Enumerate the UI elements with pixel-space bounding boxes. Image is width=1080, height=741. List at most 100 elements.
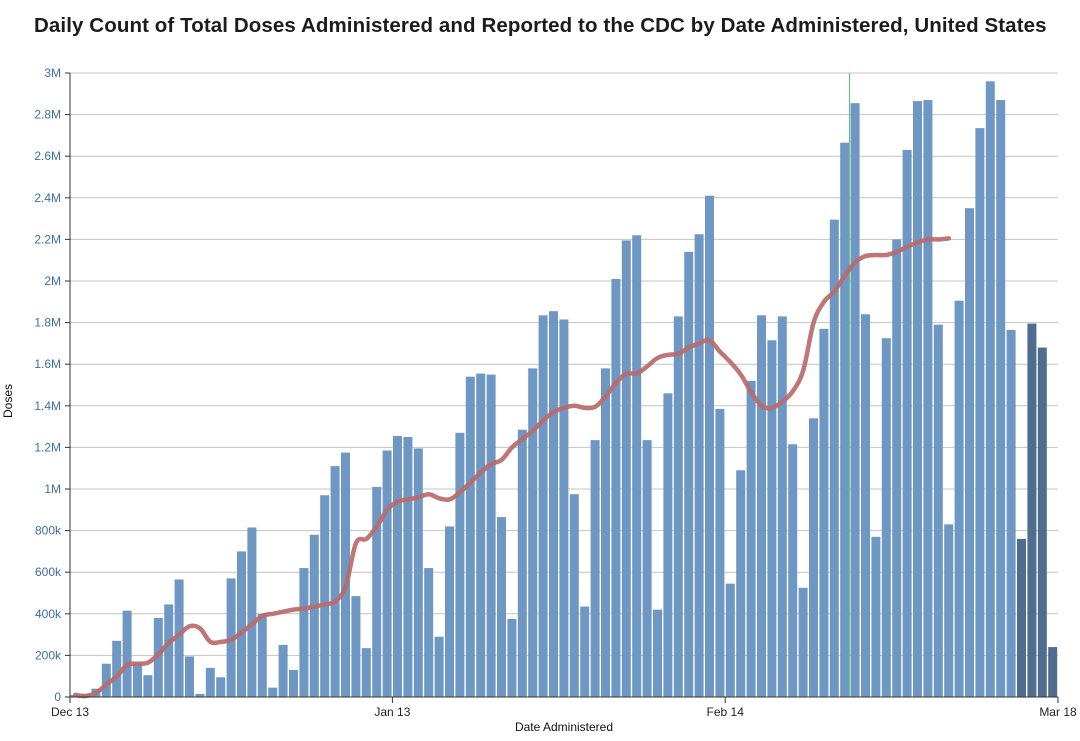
x-tick-label: Mar 18 — [1039, 705, 1077, 719]
bar — [881, 338, 891, 697]
bar — [601, 368, 610, 697]
bar — [913, 101, 922, 697]
bar — [549, 311, 558, 697]
bar — [892, 239, 902, 697]
bar — [174, 579, 184, 697]
bar — [445, 526, 454, 697]
x-axis-label: Date Administered — [515, 720, 613, 734]
bar — [185, 656, 194, 697]
bar — [663, 393, 673, 697]
bar — [351, 596, 361, 697]
bar — [403, 437, 413, 697]
bar — [611, 278, 621, 697]
bar — [902, 149, 912, 697]
bar — [476, 373, 486, 697]
bar — [237, 551, 246, 697]
y-tick-label: 800k — [35, 524, 62, 538]
bar — [517, 429, 527, 697]
chart-title: Daily Count of Total Doses Administered … — [34, 14, 1047, 37]
bar — [861, 314, 870, 697]
bar — [840, 142, 850, 697]
bar — [257, 613, 267, 697]
bar — [122, 610, 132, 697]
bar — [1037, 347, 1047, 697]
bar — [299, 568, 309, 697]
bar — [684, 251, 694, 697]
bar — [996, 100, 1006, 698]
y-tick-label: 600k — [35, 565, 62, 579]
bar — [341, 452, 350, 697]
bar — [975, 128, 985, 697]
bar — [829, 219, 839, 697]
bar — [621, 240, 631, 697]
bar — [538, 315, 548, 697]
bar — [393, 435, 402, 697]
moving-average-line — [72, 236, 952, 699]
bar — [133, 663, 142, 697]
bar — [320, 495, 330, 697]
y-tick-label: 2.8M — [34, 108, 61, 122]
bar — [632, 235, 642, 698]
bar-series — [70, 81, 1058, 698]
bar — [112, 640, 122, 697]
y-axis-label: Doses — [1, 384, 15, 418]
y-tick-label: 1.8M — [34, 316, 61, 330]
bar — [715, 408, 725, 697]
y-tick-label: 2.2M — [34, 232, 61, 246]
y-tick-label: 2M — [44, 274, 61, 288]
y-tick-label: 1.4M — [34, 399, 61, 413]
bar — [486, 374, 496, 697]
bar — [278, 645, 288, 697]
y-axis-ticks: 0 200k 400k 600k 800k 1M 1.2M 1.4M 1.6M 1.8M 2M 2.2… — [34, 66, 70, 704]
bar — [195, 693, 205, 697]
bar — [705, 195, 714, 697]
y-tick-label: 2.4M — [34, 191, 61, 205]
bar — [767, 340, 777, 697]
bar — [850, 103, 860, 697]
bar — [143, 675, 153, 697]
bar — [871, 536, 881, 697]
bar — [309, 534, 319, 697]
bar — [434, 636, 444, 697]
bar — [216, 677, 226, 697]
y-tick-label: 1.2M — [34, 440, 61, 454]
y-tick-label: 0 — [54, 690, 61, 704]
bar — [954, 300, 964, 697]
y-tick-label: 2.6M — [34, 149, 61, 163]
axes — [69, 73, 1058, 698]
bar — [788, 444, 798, 697]
bar — [725, 583, 735, 697]
bar — [205, 667, 215, 697]
bar — [1027, 323, 1037, 697]
bar — [809, 418, 818, 697]
x-tick-label: Dec 13 — [51, 705, 89, 719]
bar — [372, 486, 382, 697]
bar — [101, 663, 111, 697]
bar — [164, 604, 174, 697]
bar — [590, 440, 600, 697]
bar — [361, 648, 371, 697]
bar — [819, 328, 829, 697]
bar — [268, 687, 278, 697]
bar — [424, 568, 434, 697]
y-tick-label: 1M — [44, 482, 61, 496]
bar — [455, 432, 465, 697]
bar — [1017, 538, 1026, 697]
bar — [694, 234, 704, 697]
bar — [757, 315, 766, 697]
y-tick-label: 3M — [44, 66, 61, 80]
bar — [746, 380, 756, 697]
bar — [465, 376, 475, 697]
bar — [569, 494, 579, 697]
bar — [580, 606, 590, 697]
bar — [673, 316, 683, 697]
bar — [382, 450, 392, 697]
bar — [497, 517, 506, 697]
x-axis-ticks: Dec 13 Jan 13 Feb 14 Mar 18 — [51, 697, 1077, 719]
bar — [330, 466, 340, 697]
bar — [1006, 329, 1016, 697]
bar — [736, 470, 746, 697]
x-tick-label: Jan 13 — [374, 705, 410, 719]
bar — [289, 669, 298, 697]
bar — [798, 587, 808, 697]
